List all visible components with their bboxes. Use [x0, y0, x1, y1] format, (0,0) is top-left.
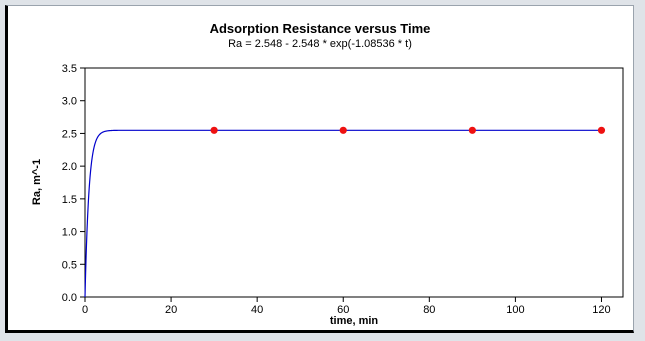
data-point	[468, 126, 476, 134]
y-tick-label: 1.5	[62, 194, 77, 206]
y-tick-label: 3.0	[62, 96, 77, 108]
fit-curve	[84, 129, 602, 297]
y-tick-label: 0.5	[62, 259, 77, 271]
x-axis: 0 20 40 60 80 100 120	[82, 297, 611, 316]
y-tick-label: 3.5	[62, 63, 77, 75]
x-tick-label: 120	[592, 304, 610, 316]
x-axis-label: time, min	[330, 315, 379, 327]
y-tick-label: 1.0	[62, 227, 77, 239]
x-tick-label: 100	[506, 304, 524, 316]
plot-area	[84, 67, 624, 298]
chart-title: Adsorption Resistance versus Time	[210, 21, 431, 36]
y-axis: 0.0 0.5 1.0 1.5 2.0 2.5 3.0 3.5	[62, 63, 85, 304]
data-points	[210, 126, 606, 134]
x-tick-label: 80	[423, 304, 435, 316]
y-axis-label: Ra, m^-1	[31, 159, 43, 205]
data-point	[597, 126, 606, 134]
x-tick-label: 0	[82, 304, 88, 316]
data-point	[210, 126, 218, 134]
y-tick-label: 2.0	[62, 161, 77, 173]
x-tick-label: 40	[251, 304, 263, 316]
chart-subtitle: Ra = 2.548 - 2.548 * exp(-1.08536 * t)	[228, 38, 412, 50]
chart: Adsorption Resistance versus Time Ra = 2…	[31, 21, 624, 327]
x-tick-label: 20	[165, 304, 177, 316]
y-tick-label: 0.0	[62, 292, 77, 304]
y-tick-label: 2.5	[62, 128, 77, 140]
data-point	[339, 126, 347, 134]
chart-frame: Adsorption Resistance versus Time Ra = 2…	[5, 5, 634, 333]
x-tick-label: 60	[337, 304, 349, 316]
